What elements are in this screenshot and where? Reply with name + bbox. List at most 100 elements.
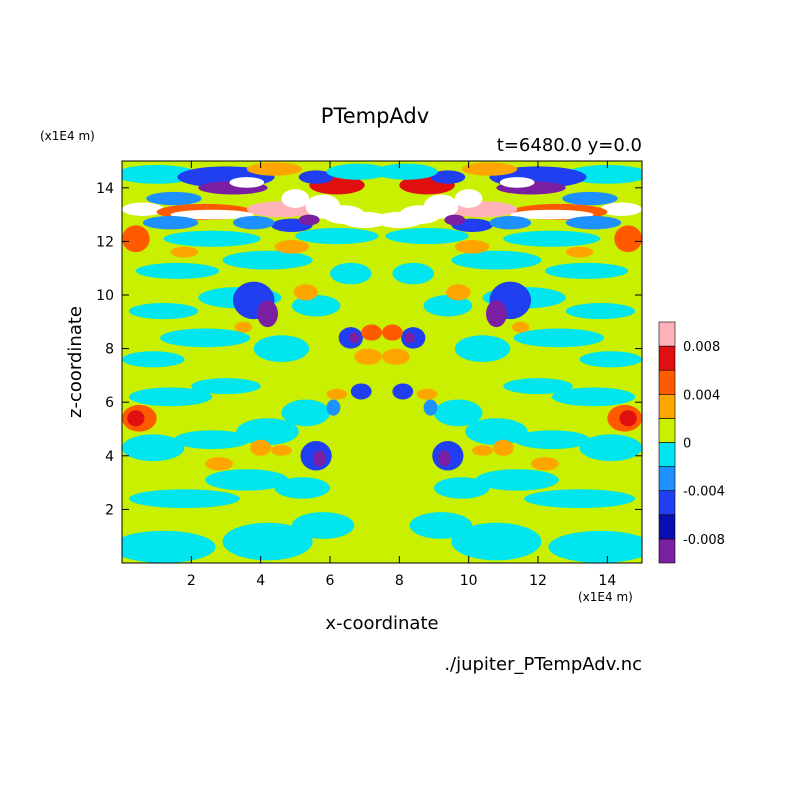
field-patch — [257, 300, 278, 328]
chart-subtitle: t=6480.0 y=0.0 — [497, 135, 642, 156]
field-patch — [361, 324, 382, 341]
field-patch — [205, 469, 289, 491]
field-patch — [298, 214, 320, 226]
field-patch — [472, 445, 493, 456]
field-patch — [385, 228, 469, 245]
field-patch — [122, 530, 216, 563]
field-patch — [295, 228, 379, 245]
chart-title: PTempAdv — [321, 104, 429, 128]
field-patch — [122, 434, 185, 462]
field-patch — [274, 477, 330, 499]
field-patch — [350, 383, 372, 400]
field-patch — [291, 512, 355, 539]
field-patch — [579, 434, 642, 462]
field-patch — [513, 430, 590, 450]
field-patch — [122, 202, 164, 216]
field-patch — [234, 321, 252, 333]
x-tick-label: 14 — [598, 573, 616, 589]
plot-frame — [121, 160, 643, 564]
colorbar-tick-label: 0 — [683, 437, 691, 452]
source-file-label: ./jupiter_PTempAdv.nc — [444, 654, 642, 675]
field-patch — [489, 215, 532, 230]
x-unit-label: (x1E4 m) — [578, 590, 633, 604]
field-patch — [163, 230, 261, 247]
field-patch — [486, 300, 507, 328]
field-patch — [513, 328, 604, 348]
field-patch — [434, 477, 490, 499]
field-patch — [205, 457, 233, 471]
field-patch — [293, 284, 318, 301]
field-patch — [454, 240, 490, 254]
field-patch — [160, 328, 251, 348]
x-tick-label: 4 — [256, 573, 265, 589]
field-patch — [503, 378, 573, 395]
field-patch — [614, 225, 642, 253]
colorbar-swatch — [658, 466, 676, 492]
field-patch — [375, 163, 438, 180]
field-patch — [281, 399, 330, 427]
field-patch — [503, 230, 601, 247]
field-patch — [524, 489, 636, 509]
field-patch — [326, 388, 348, 400]
field-patch — [354, 348, 382, 365]
colorbar-tick-label: -0.008 — [683, 533, 725, 548]
colorbar-tick-label: -0.004 — [683, 485, 725, 500]
colorbar-swatch — [658, 393, 676, 419]
field-patch — [512, 321, 530, 333]
field-patch — [404, 332, 415, 344]
field-patch — [349, 332, 360, 344]
y-tick-label: 10 — [96, 288, 114, 304]
field-patch — [142, 215, 199, 230]
field-patch — [579, 351, 642, 368]
field-patch — [253, 335, 310, 362]
field-patch — [565, 303, 636, 320]
field-patch — [392, 262, 435, 285]
field-patch — [434, 399, 483, 427]
field-patch — [548, 530, 642, 563]
field-patch — [392, 383, 414, 400]
y-axis-label: z-coordinate — [65, 306, 86, 418]
x-tick-label: 10 — [460, 573, 478, 589]
field-patch — [565, 246, 594, 258]
y-tick-label: 2 — [105, 502, 114, 518]
y-tick-label: 12 — [96, 234, 114, 250]
field-patch — [544, 262, 629, 279]
colorbar-swatch — [658, 514, 676, 540]
field-patch — [531, 457, 559, 471]
field-patch — [438, 450, 451, 467]
colorbar-swatch — [658, 345, 676, 371]
field-patch — [146, 191, 202, 206]
field-patch — [232, 215, 275, 230]
field-patch — [135, 262, 220, 279]
field-patch — [271, 445, 292, 456]
y-tick-label: 6 — [105, 395, 114, 411]
field-patch — [423, 295, 473, 317]
field-patch — [122, 225, 150, 253]
field-patch — [298, 170, 334, 184]
field-patch — [619, 410, 637, 427]
field-patch — [291, 295, 341, 317]
field-patch — [326, 163, 389, 180]
y-axis: 2 4 6 8 10 12 14 — [96, 181, 642, 518]
x-tick-label: 8 — [395, 573, 404, 589]
field-patch — [174, 430, 251, 450]
field-patch — [127, 410, 145, 427]
field-patch — [246, 162, 303, 176]
field-patch — [128, 303, 199, 320]
x-axis-label: x-coordinate — [325, 613, 438, 634]
colorbar-swatch — [658, 538, 676, 564]
field-patch — [446, 284, 471, 301]
colorbar: 0.008 0.004 0 -0.004 -0.008 — [658, 321, 725, 564]
field-patch — [236, 418, 299, 446]
field-patch — [600, 202, 642, 216]
colorbar-swatch — [658, 369, 676, 395]
colorbar-swatch — [658, 418, 676, 443]
field-patch — [122, 351, 185, 368]
colorbar-tick-label: 0.004 — [683, 388, 720, 403]
y-unit-label: (x1E4 m) — [40, 129, 95, 143]
field-patch — [492, 439, 514, 456]
field-patch — [326, 399, 341, 416]
field-patch — [375, 211, 424, 229]
field-patch — [451, 522, 542, 561]
